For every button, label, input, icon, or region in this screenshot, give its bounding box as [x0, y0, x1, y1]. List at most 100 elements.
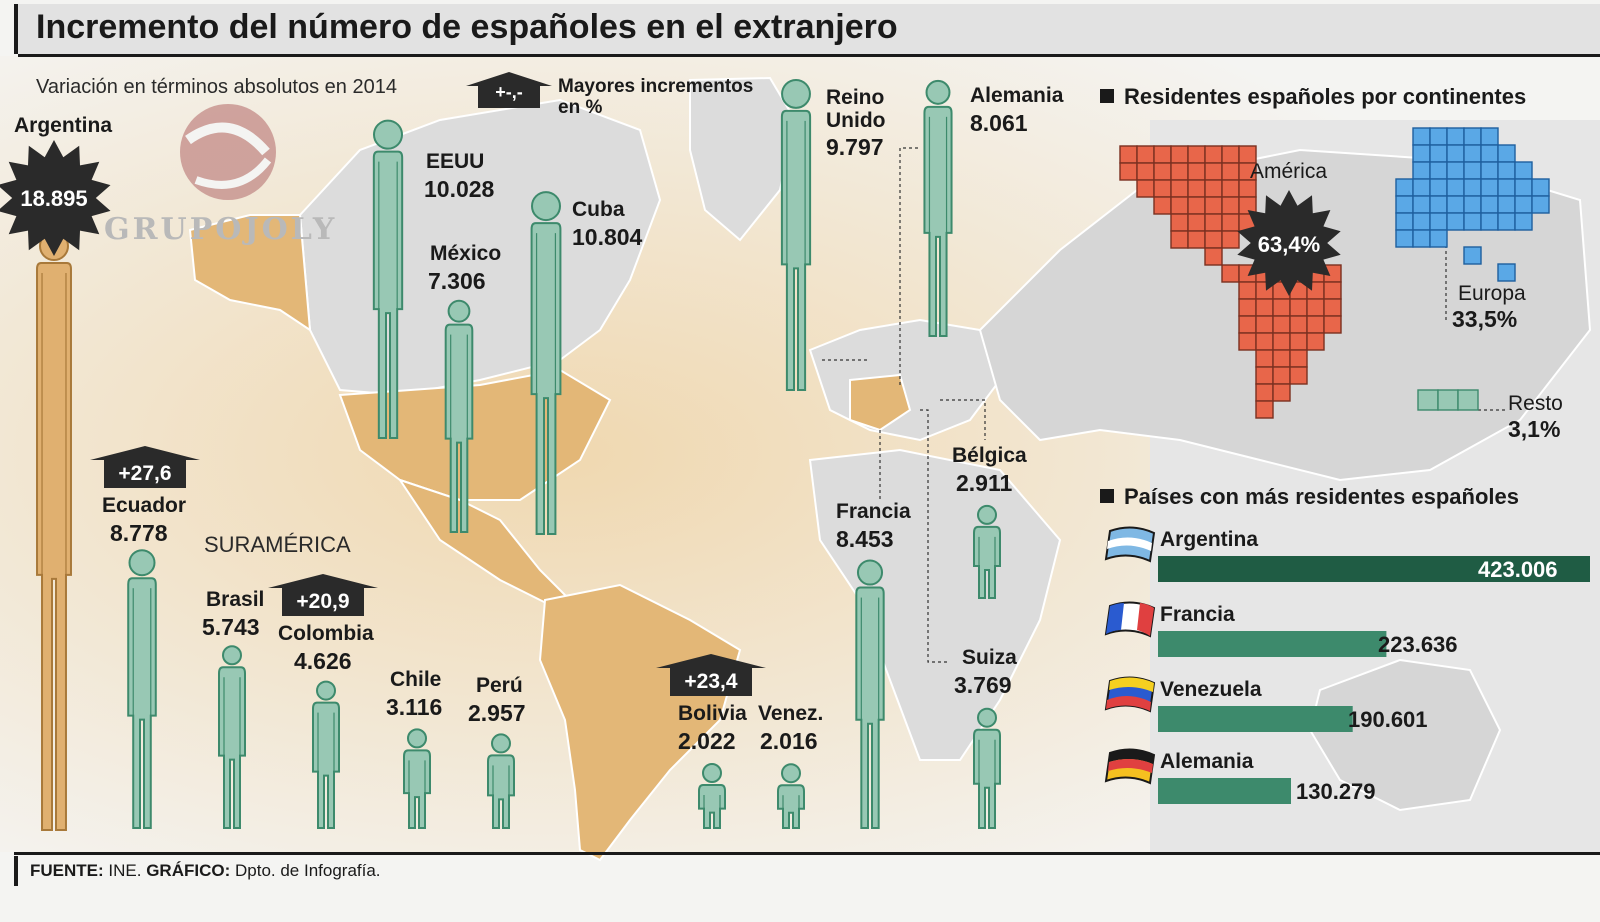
- grid-cell: [1446, 127, 1465, 146]
- value-brasil: 5.743: [202, 614, 260, 640]
- figure-head: [531, 191, 561, 222]
- starburst-shape: [1237, 190, 1341, 296]
- starburst-shape: [0, 140, 111, 256]
- grid-cell: [1289, 366, 1308, 385]
- grid-cell: [1463, 127, 1482, 146]
- figure-ecuador: [127, 549, 157, 829]
- label-america: América: [1250, 160, 1328, 183]
- grid-cell: [1255, 298, 1274, 317]
- figure-head: [977, 504, 997, 525]
- label-eeuu: EEUU: [426, 150, 485, 173]
- value-francia: 8.453: [836, 526, 894, 552]
- grid-cell: [1497, 195, 1516, 214]
- page-title: Incremento del número de españoles en el…: [36, 8, 898, 46]
- leader-belgica: [940, 399, 986, 440]
- value-suiza: 3.769: [954, 672, 1012, 698]
- figure-colombia: [312, 680, 340, 829]
- figure-body: [777, 784, 805, 829]
- grid-cell: [1480, 144, 1499, 163]
- grid-cell: [1153, 162, 1172, 181]
- western-europe-highlight: [849, 373, 912, 432]
- figure-body: [923, 105, 953, 337]
- grid-cell: [1514, 178, 1533, 197]
- grid-cell: [1412, 212, 1431, 231]
- bar-value-venezuela: 190.601: [1348, 707, 1428, 732]
- grid-cell: [1170, 145, 1189, 164]
- argentina-value-star: 18.895: [0, 140, 114, 256]
- grid-cell: [1480, 195, 1499, 214]
- footer-credits: FUENTE: INE. GRÁFICO: Dpto. de Infografí…: [14, 856, 1600, 886]
- bar-venezuela: [1158, 706, 1353, 732]
- logo-text: GRUPOJOLY: [104, 212, 338, 247]
- chart-subtitle: Variación en términos absolutos en 2014: [36, 76, 397, 98]
- figure-head: [925, 79, 951, 105]
- grid-cell: [1255, 366, 1274, 385]
- value-mexico: 7.306: [428, 268, 486, 294]
- figure-body: [487, 754, 515, 829]
- figure-head: [491, 733, 511, 754]
- figure-venez: [777, 763, 805, 829]
- figure-head: [316, 680, 336, 701]
- label-belgica: Bélgica: [952, 444, 1027, 467]
- figure-head: [702, 763, 722, 784]
- grid-cell: [1463, 195, 1482, 214]
- country-bars: [1158, 556, 1590, 804]
- grid-cell: [1463, 144, 1482, 163]
- grid-cell: [1412, 144, 1431, 163]
- grid-cell: [1204, 247, 1223, 266]
- figure-body: [127, 577, 157, 829]
- figure-head: [407, 728, 427, 749]
- figure-body: [530, 222, 562, 535]
- value-cuba: 10.804: [572, 224, 643, 250]
- grid-cell: [1417, 389, 1439, 411]
- grid-cell: [1255, 332, 1274, 351]
- grid-cell: [1323, 315, 1342, 334]
- figure-head: [222, 645, 242, 666]
- grid-cell: [1429, 195, 1448, 214]
- label-resto: Resto: [1508, 392, 1563, 415]
- label-alemania: Alemania: [970, 84, 1064, 107]
- grid-cell: [1463, 161, 1482, 180]
- grid-cell: [1289, 298, 1308, 317]
- legend-increment-badge: +-,-: [466, 72, 552, 108]
- australia-shape: [1308, 658, 1502, 812]
- grid-cell: [1153, 179, 1172, 198]
- grid-cell: [1221, 230, 1240, 249]
- label-colombia: Colombia: [278, 622, 374, 645]
- grid-cell: [1463, 212, 1482, 231]
- grid-cell: [1480, 178, 1499, 197]
- grid-cell: [1119, 145, 1138, 164]
- value-europa: 33,5%: [1452, 306, 1518, 332]
- grid-cell: [1238, 332, 1257, 351]
- label-ecuador: Ecuador: [102, 494, 187, 517]
- grid-cell: [1136, 145, 1155, 164]
- greenland-shape: [689, 76, 797, 242]
- grid-cell: [1497, 263, 1516, 282]
- figure-alemania: [923, 79, 953, 337]
- flag-alemania-icon: [1104, 748, 1156, 785]
- grid-cell: [1412, 195, 1431, 214]
- label-reino-unido: Reino Unido: [826, 86, 886, 132]
- figure-chile: [403, 728, 431, 829]
- value-venezuela: 2.016: [760, 728, 818, 754]
- figure-bolivia: [698, 763, 726, 829]
- figure-reino-unido: [780, 78, 812, 391]
- figure-per: [487, 733, 515, 829]
- grid-cell: [1395, 229, 1414, 248]
- grid-america: [1119, 145, 1342, 419]
- grid-cell: [1119, 162, 1138, 181]
- figure-head: [781, 763, 801, 784]
- label-francia: Francia: [836, 500, 911, 523]
- increment-badge-bolivia: +23,4: [656, 654, 766, 696]
- grid-cell: [1187, 145, 1206, 164]
- grid-cell: [1463, 178, 1482, 197]
- grid-cell: [1412, 127, 1431, 146]
- bar-label-francia: Francia: [1160, 603, 1235, 626]
- grid-cell: [1204, 196, 1223, 215]
- flag-venezuela-icon: [1104, 676, 1156, 713]
- grid-cell: [1170, 230, 1189, 249]
- bar-value-francia: 223.636: [1378, 632, 1458, 657]
- section-title-countries: Países con más residentes españoles: [1100, 484, 1519, 510]
- grid-cell: [1272, 366, 1291, 385]
- title-bar: [14, 4, 1600, 57]
